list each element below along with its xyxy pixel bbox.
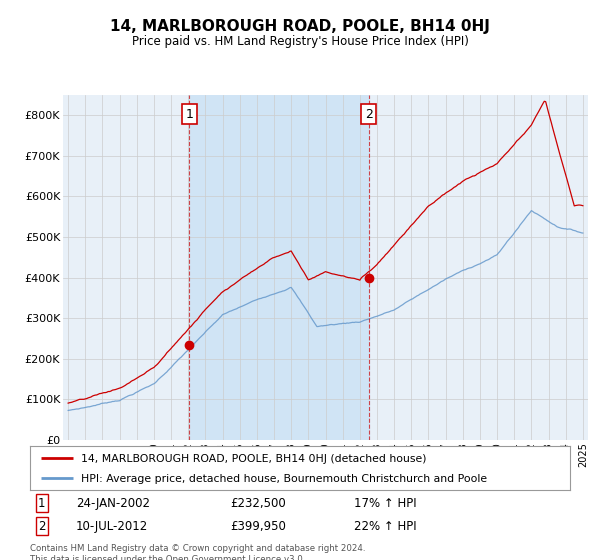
Text: Contains HM Land Registry data © Crown copyright and database right 2024.
This d: Contains HM Land Registry data © Crown c… (30, 544, 365, 560)
Text: HPI: Average price, detached house, Bournemouth Christchurch and Poole: HPI: Average price, detached house, Bour… (82, 474, 487, 484)
Text: 17% ↑ HPI: 17% ↑ HPI (354, 497, 416, 510)
Text: 1: 1 (185, 108, 193, 120)
Text: 14, MARLBOROUGH ROAD, POOLE, BH14 0HJ: 14, MARLBOROUGH ROAD, POOLE, BH14 0HJ (110, 19, 490, 34)
Bar (190, 95, 369, 440)
Text: £232,500: £232,500 (230, 497, 286, 510)
Text: £399,950: £399,950 (230, 520, 286, 533)
Text: 14, MARLBOROUGH ROAD, POOLE, BH14 0HJ (detached house): 14, MARLBOROUGH ROAD, POOLE, BH14 0HJ (d… (82, 454, 427, 464)
Text: 2: 2 (38, 520, 46, 533)
Text: 10-JUL-2012: 10-JUL-2012 (76, 520, 148, 533)
Text: Price paid vs. HM Land Registry's House Price Index (HPI): Price paid vs. HM Land Registry's House … (131, 35, 469, 49)
Text: 2: 2 (365, 108, 373, 120)
Text: 24-JAN-2002: 24-JAN-2002 (76, 497, 150, 510)
Text: 1: 1 (38, 497, 46, 510)
Text: 22% ↑ HPI: 22% ↑ HPI (354, 520, 416, 533)
